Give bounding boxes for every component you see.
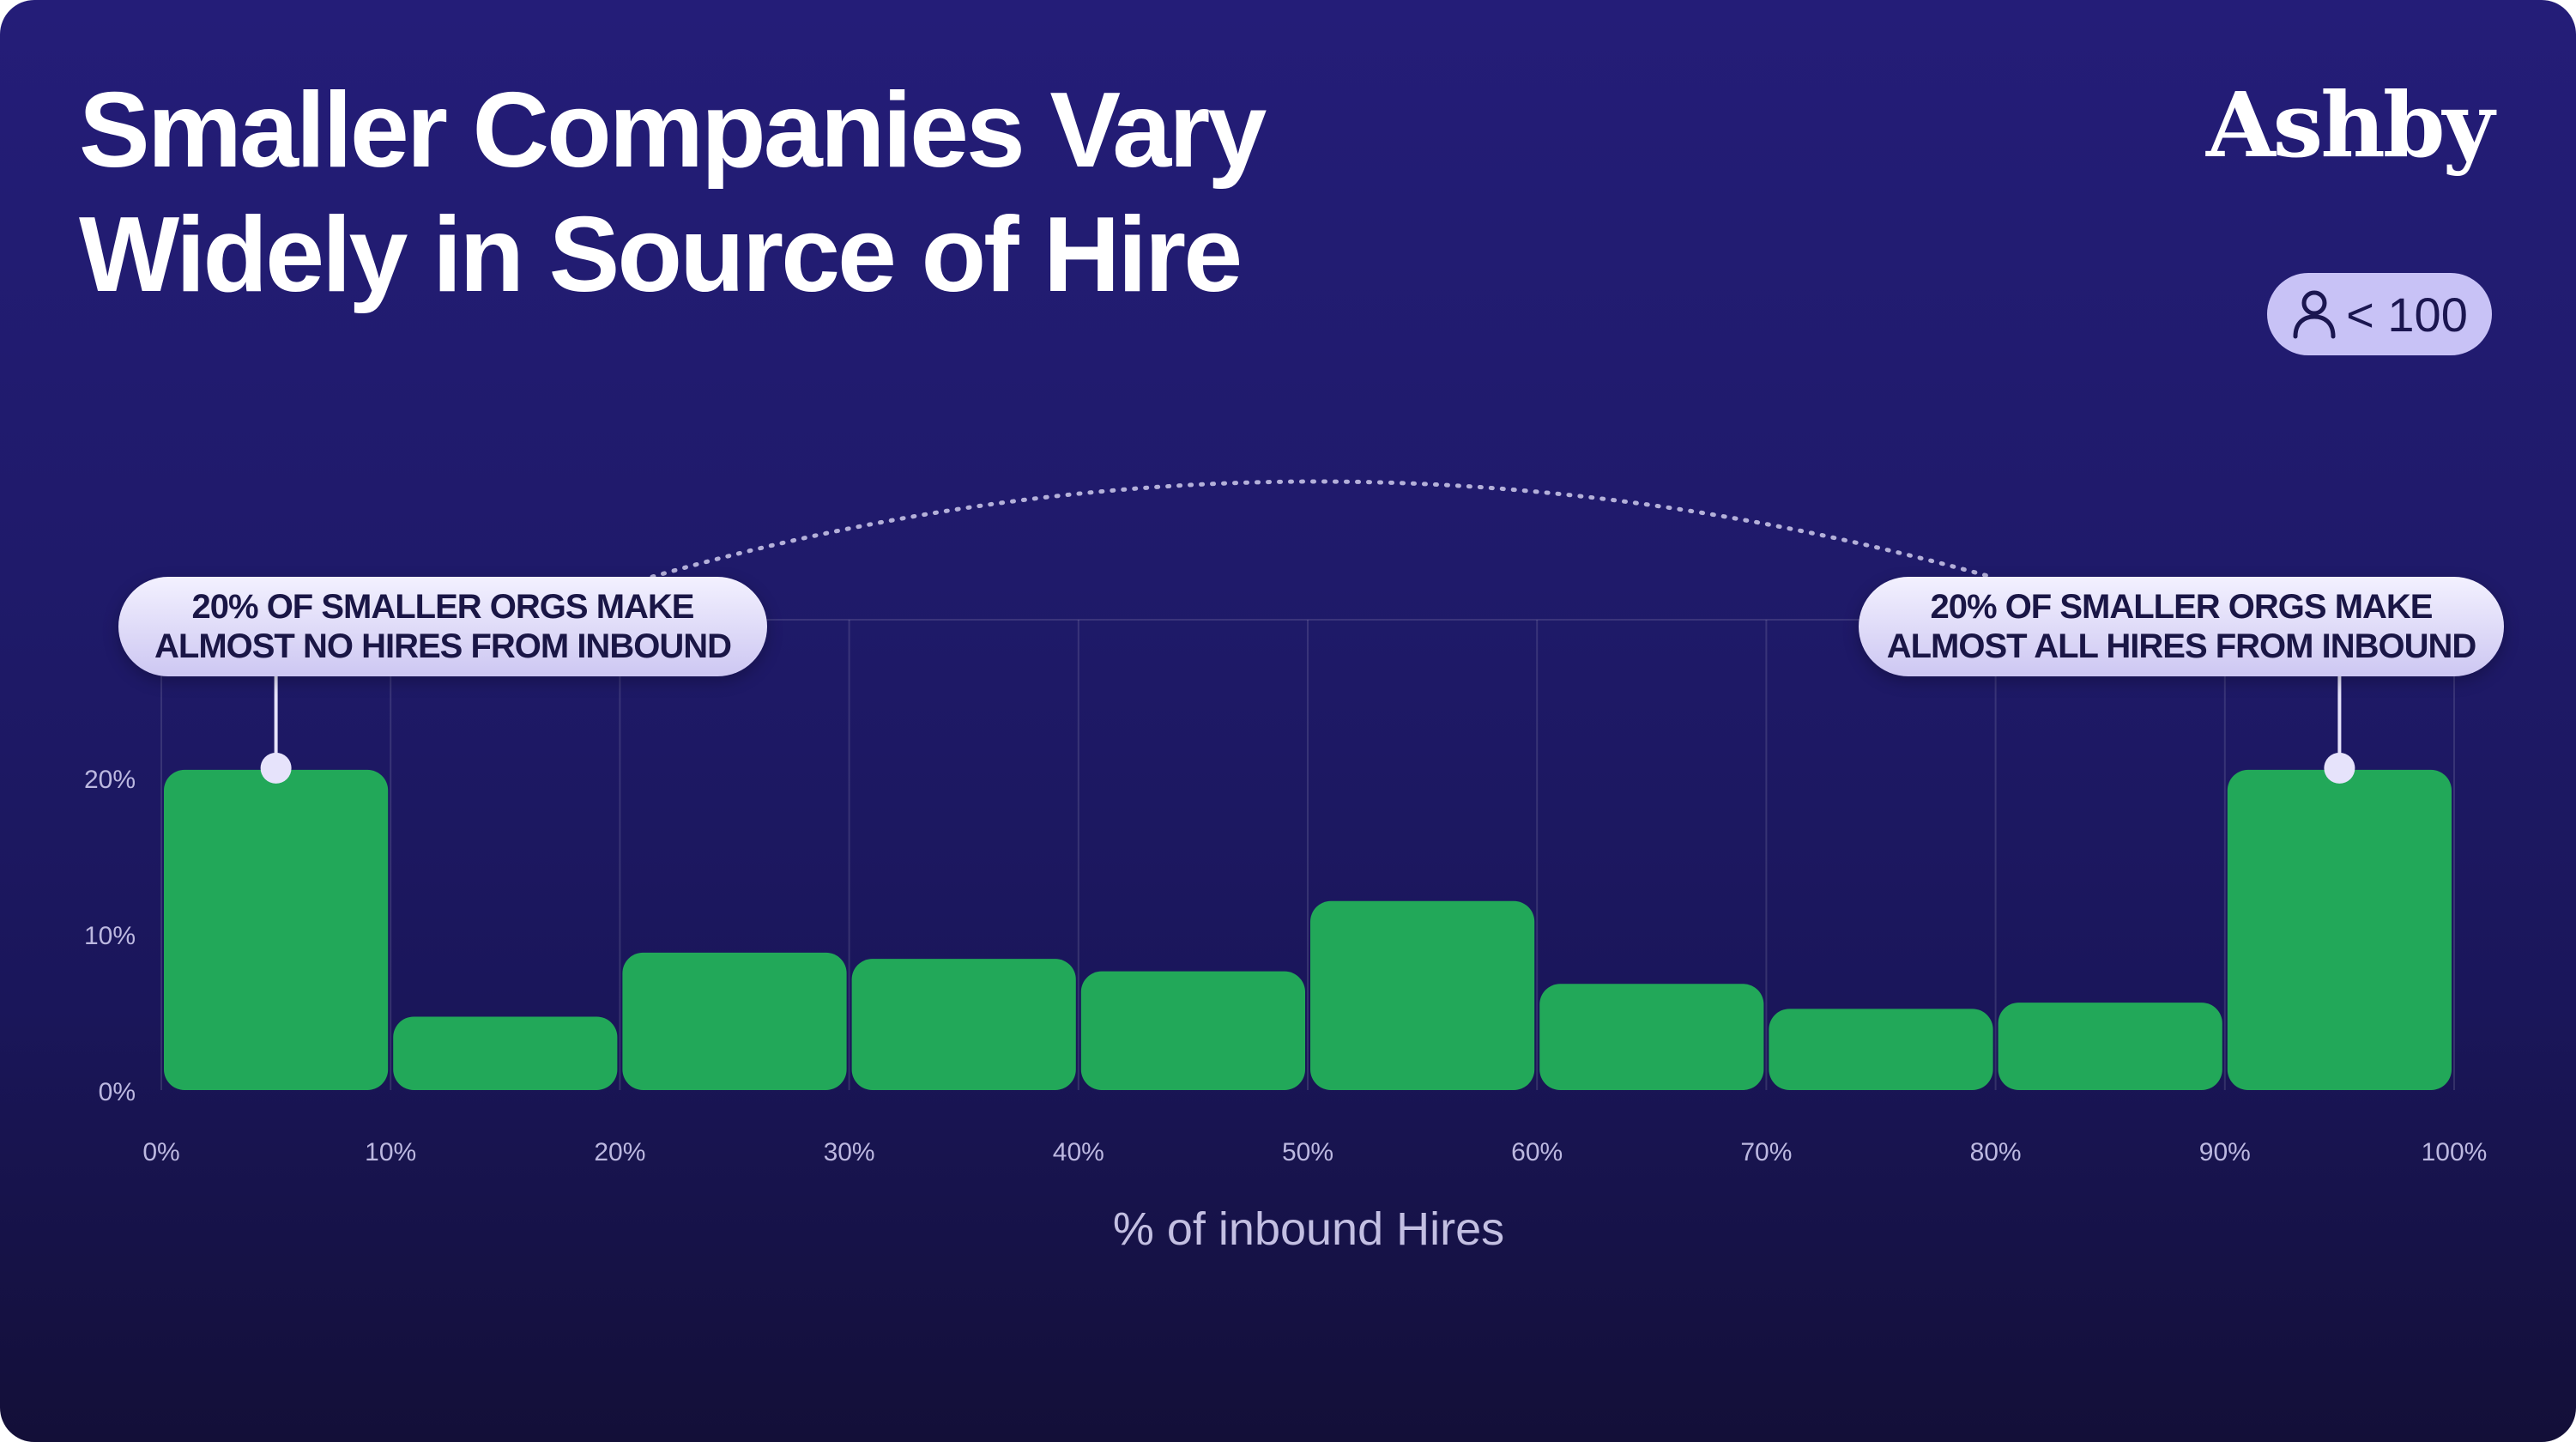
callout-pin-dot [260,752,292,784]
callout-right-line-1: 20% OF SMALLER ORGS MAKE [1930,588,2434,626]
brand-logo: Ashby [2205,72,2494,178]
y-tick-label: 0% [99,1078,136,1106]
x-tick-label: 90% [2199,1138,2251,1166]
callout-left-line-1: 20% OF SMALLER ORGS MAKE [191,588,695,626]
y-tick-label: 20% [84,766,136,794]
title-line-2: Widely in Source of Hire [79,196,1243,314]
callout-arc [650,479,1993,579]
person-icon [2293,290,2336,339]
x-tick-label: 20% [594,1138,645,1166]
callout-right-line-2: ALMOST ALL HIRES FROM INBOUND [1886,627,2477,665]
dotted-arc [650,479,1993,579]
x-tick-label: 80% [1970,1138,2022,1166]
callout-no-inbound: 20% OF SMALLER ORGS MAKE ALMOST NO HIRES… [118,577,767,676]
bar-80-90 [1998,1003,2222,1090]
x-axis-ticks: 0% 10% 20% 30% 40% 50% 60% 70% 80% 90% 100% [142,1138,2487,1166]
x-tick-label: 60% [1511,1138,1563,1166]
callout-pins [260,676,2355,784]
x-tick-label: 0% [142,1138,179,1166]
title-line-1: Smaller Companies Vary [79,71,1267,190]
bar-40-50 [1080,971,1305,1090]
bar-60-70 [1539,984,1764,1090]
callout-pin-dot [2324,752,2355,784]
x-tick-label: 50% [1282,1138,1333,1166]
y-axis-ticks: 0% 10% 20% [84,766,136,1106]
company-size-badge: < 100 [2267,273,2492,355]
callout-left-line-2: ALMOST NO HIRES FROM INBOUND [154,627,732,665]
chart-title: Smaller Companies Vary Widely in Source … [79,69,1538,318]
x-axis-label: % of inbound Hires [1113,1203,1504,1255]
x-tick-label: 100% [2422,1138,2488,1166]
chart-bars [164,769,2452,1090]
x-tick-label: 10% [365,1138,416,1166]
y-tick-label: 10% [84,922,136,950]
bar-10-20 [393,1016,618,1090]
company-size-label: < 100 [2346,287,2468,342]
bar-70-80 [1769,1009,1993,1090]
callout-all-inbound: 20% OF SMALLER ORGS MAKE ALMOST ALL HIRE… [1859,577,2504,676]
x-tick-label: 30% [824,1138,875,1166]
bar-20-30 [622,952,847,1090]
bar-50-60 [1310,900,1535,1090]
bar-90-100 [2227,769,2452,1090]
bar-0-10 [164,769,389,1090]
x-tick-label: 70% [1740,1138,1792,1166]
bar-30-40 [851,959,1076,1090]
x-tick-label: 40% [1053,1138,1104,1166]
